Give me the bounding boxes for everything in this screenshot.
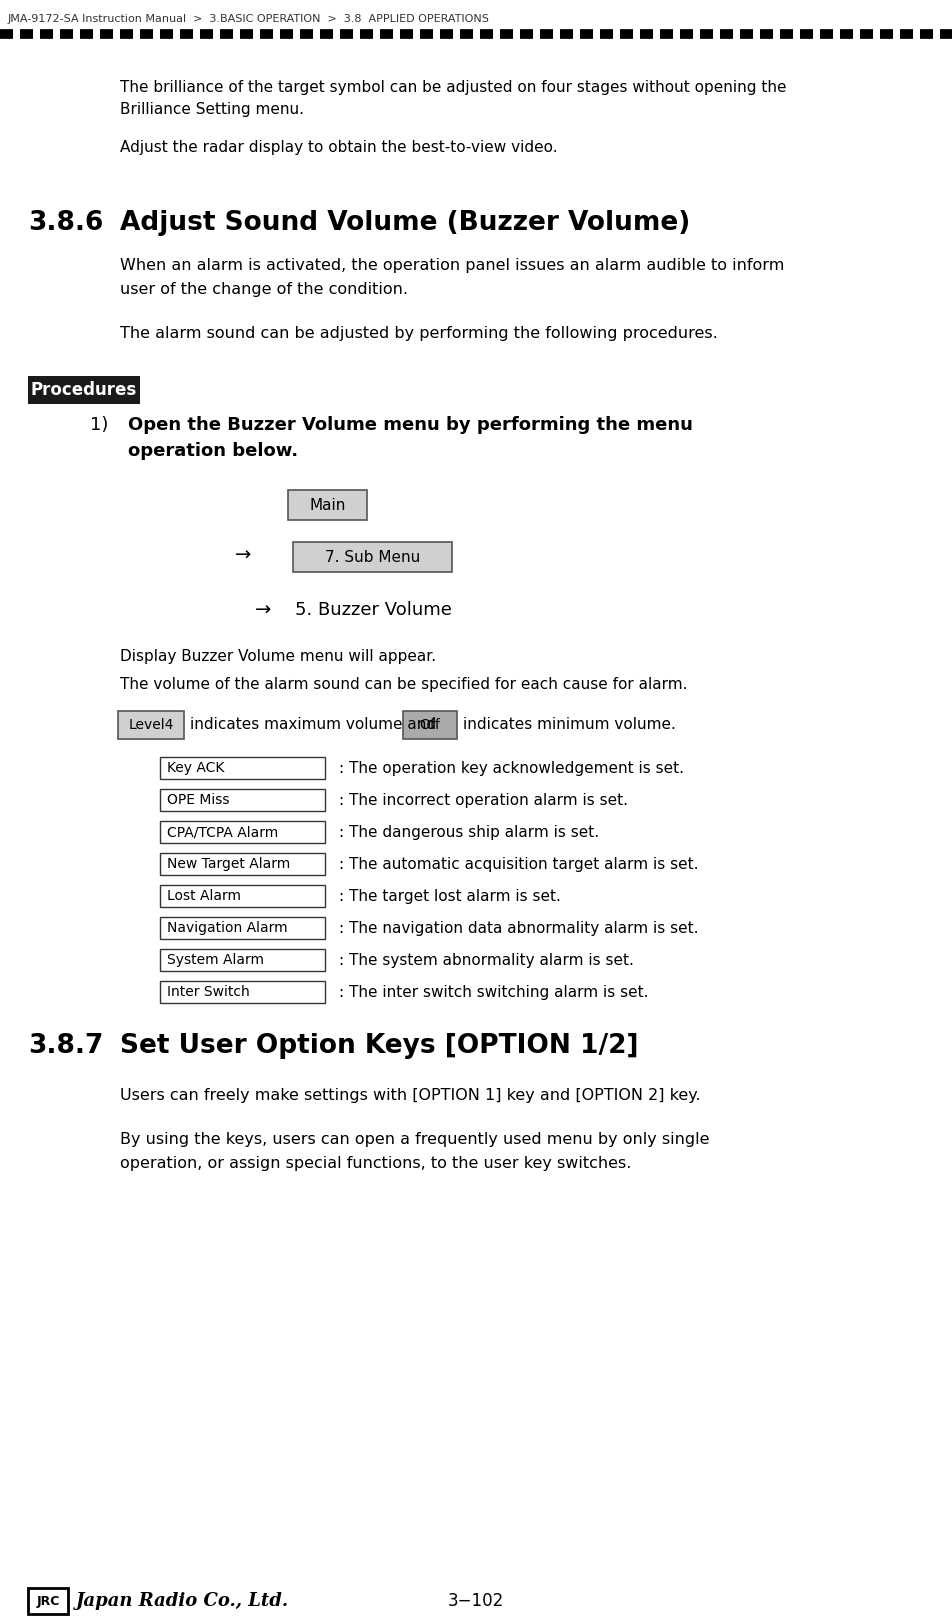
Text: : The incorrect operation alarm is set.: : The incorrect operation alarm is set. — [339, 794, 628, 808]
FancyBboxPatch shape — [403, 711, 457, 739]
Bar — [28, 376, 140, 403]
FancyBboxPatch shape — [293, 543, 452, 572]
Text: New Target Alarm: New Target Alarm — [167, 857, 290, 872]
Text: The volume of the alarm sound can be specified for each cause for alarm.: The volume of the alarm sound can be spe… — [120, 677, 687, 692]
Text: user of the change of the condition.: user of the change of the condition. — [120, 282, 408, 296]
Text: Procedures: Procedures — [30, 381, 137, 399]
Text: Level4: Level4 — [129, 718, 173, 732]
FancyBboxPatch shape — [118, 711, 184, 739]
Bar — [28, 1588, 68, 1614]
Text: Key ACK: Key ACK — [167, 761, 225, 774]
Text: 3.8.6: 3.8.6 — [28, 211, 104, 237]
Text: When an alarm is activated, the operation panel issues an alarm audible to infor: When an alarm is activated, the operatio… — [120, 258, 784, 274]
Text: : The automatic acquisition target alarm is set.: : The automatic acquisition target alarm… — [339, 857, 699, 872]
Text: Inter Switch: Inter Switch — [167, 985, 249, 1000]
Text: 5. Buzzer Volume: 5. Buzzer Volume — [295, 601, 452, 619]
Text: 3.8.7: 3.8.7 — [28, 1034, 104, 1059]
Text: By using the keys, users can open a frequently used menu by only single: By using the keys, users can open a freq… — [120, 1132, 709, 1147]
Text: Users can freely make settings with [OPTION 1] key and [OPTION 2] key.: Users can freely make settings with [OPT… — [120, 1089, 701, 1103]
Text: Lost Alarm: Lost Alarm — [167, 889, 241, 902]
Text: CPA/TCPA Alarm: CPA/TCPA Alarm — [167, 825, 278, 839]
Bar — [160, 821, 325, 842]
Text: Adjust Sound Volume (Buzzer Volume): Adjust Sound Volume (Buzzer Volume) — [120, 211, 690, 237]
Text: : The dangerous ship alarm is set.: : The dangerous ship alarm is set. — [339, 825, 599, 841]
Text: The alarm sound can be adjusted by performing the following procedures.: The alarm sound can be adjusted by perfo… — [120, 326, 718, 340]
Text: OPE Miss: OPE Miss — [167, 794, 229, 807]
Text: 7. Sub Menu: 7. Sub Menu — [325, 549, 420, 564]
FancyBboxPatch shape — [288, 489, 367, 520]
Text: operation below.: operation below. — [128, 442, 298, 460]
Bar — [160, 757, 325, 779]
Text: Display Buzzer Volume menu will appear.: Display Buzzer Volume menu will appear. — [120, 650, 436, 664]
Bar — [160, 854, 325, 875]
Text: →: → — [255, 601, 271, 620]
Text: Open the Buzzer Volume menu by performing the menu: Open the Buzzer Volume menu by performin… — [128, 416, 693, 434]
Text: Adjust the radar display to obtain the best-to-view video.: Adjust the radar display to obtain the b… — [120, 139, 558, 156]
Text: →: → — [235, 546, 251, 565]
Text: The brilliance of the target symbol can be adjusted on four stages without openi: The brilliance of the target symbol can … — [120, 79, 786, 96]
Text: : The inter switch switching alarm is set.: : The inter switch switching alarm is se… — [339, 985, 648, 1000]
Text: operation, or assign special functions, to the user key switches.: operation, or assign special functions, … — [120, 1157, 631, 1171]
Bar — [160, 949, 325, 970]
Text: indicates maximum volume and: indicates maximum volume and — [190, 718, 436, 732]
Bar — [160, 982, 325, 1003]
Text: indicates minimum volume.: indicates minimum volume. — [463, 718, 676, 732]
Text: System Alarm: System Alarm — [167, 953, 264, 967]
Text: Brilliance Setting menu.: Brilliance Setting menu. — [120, 102, 304, 117]
Text: 1): 1) — [90, 416, 109, 434]
Text: : The system abnormality alarm is set.: : The system abnormality alarm is set. — [339, 953, 634, 969]
Text: Off: Off — [420, 718, 441, 732]
Text: 3−102: 3−102 — [447, 1592, 505, 1610]
Text: Navigation Alarm: Navigation Alarm — [167, 922, 288, 935]
Text: : The target lost alarm is set.: : The target lost alarm is set. — [339, 889, 561, 904]
Text: JMA-9172-SA Instruction Manual  >  3.BASIC OPERATION  >  3.8  APPLIED OPERATIONS: JMA-9172-SA Instruction Manual > 3.BASIC… — [8, 15, 490, 24]
Bar — [160, 789, 325, 812]
Text: : The operation key acknowledgement is set.: : The operation key acknowledgement is s… — [339, 761, 684, 776]
Text: Japan Radio Co., Ltd.: Japan Radio Co., Ltd. — [76, 1592, 289, 1610]
Bar — [160, 885, 325, 907]
Text: JRC: JRC — [36, 1594, 60, 1607]
Text: Main: Main — [309, 497, 346, 512]
Text: : The navigation data abnormality alarm is set.: : The navigation data abnormality alarm … — [339, 922, 699, 936]
Bar — [160, 917, 325, 940]
Text: Set User Option Keys [OPTION 1/2]: Set User Option Keys [OPTION 1/2] — [120, 1034, 639, 1059]
